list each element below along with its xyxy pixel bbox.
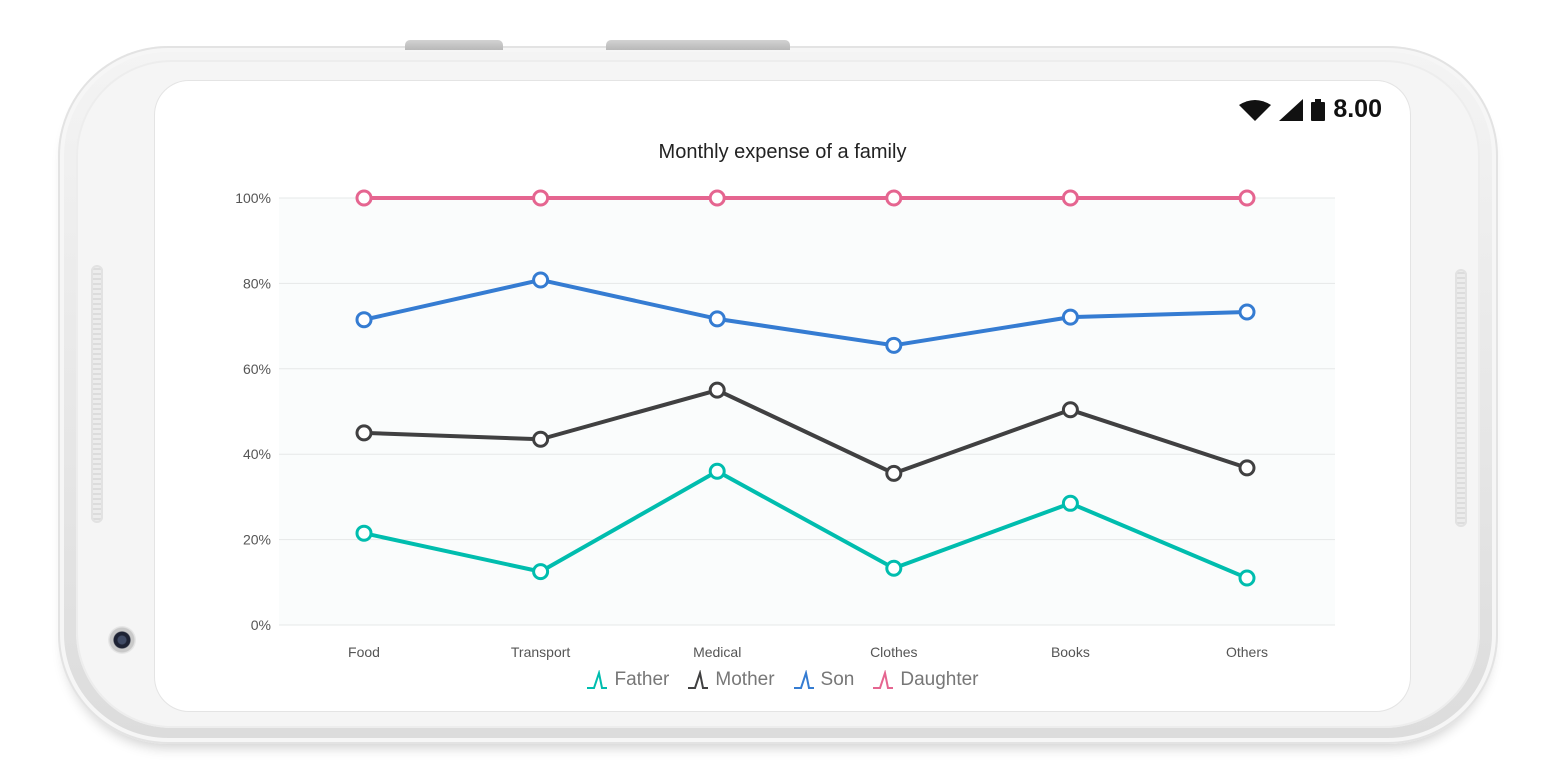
y-tick-label: 60% <box>243 361 271 377</box>
line-series-icon <box>873 670 894 689</box>
data-point-mother <box>1061 401 1079 419</box>
data-point-son <box>532 271 550 289</box>
data-point-daughter <box>1238 189 1256 207</box>
x-tick-label: Transport <box>511 644 571 660</box>
phone-screen: 8.00 Monthly expense of a family 0% 20% 40… <box>155 81 1410 711</box>
y-tick-label: 80% <box>243 275 271 291</box>
legend-label: Son <box>820 669 855 690</box>
x-tick-label: Food <box>348 644 380 660</box>
series-line-father <box>363 469 1248 580</box>
data-point-father <box>1238 569 1256 587</box>
speaker-grille-right <box>1455 269 1467 527</box>
data-point-mother <box>885 464 903 482</box>
series-line-son <box>363 277 1248 348</box>
x-tick-label: Clothes <box>870 644 917 660</box>
data-point-father <box>1061 494 1079 512</box>
data-point-daughter <box>885 189 903 207</box>
data-point-father <box>885 559 903 577</box>
line-series-icon <box>688 670 709 689</box>
wifi-icon <box>1239 99 1272 121</box>
y-tick-label: 40% <box>243 446 271 462</box>
data-point-mother <box>355 424 373 442</box>
data-point-daughter <box>532 189 550 207</box>
x-tick-label: Others <box>1226 644 1268 660</box>
volume-button <box>405 40 503 50</box>
line-chart: 0% 20% 40% 60% 80% 100% Food Transport Medical Cl… <box>235 189 1335 660</box>
data-point-mother <box>1238 459 1256 477</box>
power-button <box>606 40 790 50</box>
legend-item-son[interactable]: Son <box>793 669 855 691</box>
data-point-son <box>1238 303 1256 321</box>
battery-icon <box>1311 98 1326 121</box>
x-tick-label: Books <box>1051 644 1090 660</box>
speaker-grille-left <box>91 265 103 523</box>
data-point-father <box>532 563 550 581</box>
camera-icon <box>108 626 136 654</box>
legend-item-father[interactable]: Father <box>586 669 669 691</box>
legend-label: Father <box>614 669 670 690</box>
y-tick-label: 100% <box>235 190 271 206</box>
data-point-son <box>708 310 726 328</box>
legend-label: Daughter <box>900 669 979 690</box>
line-series-icon <box>793 670 814 689</box>
status-time: 8.00 <box>1333 95 1382 123</box>
data-point-son <box>1061 308 1079 326</box>
legend-label: Mother <box>715 669 775 690</box>
data-point-son <box>355 311 373 329</box>
data-point-father <box>708 462 726 480</box>
data-point-father <box>355 524 373 542</box>
data-point-daughter <box>355 189 373 207</box>
data-point-mother <box>708 381 726 399</box>
y-tick-label: 20% <box>243 532 271 548</box>
chart-title: Monthly expense of a family <box>658 141 907 163</box>
line-series-icon <box>587 670 608 689</box>
y-tick-label: 0% <box>251 617 271 633</box>
data-point-mother <box>532 430 550 448</box>
x-tick-label: Medical <box>693 644 741 660</box>
legend-item-daughter[interactable]: Daughter <box>872 669 979 691</box>
status-bar: 8.00 <box>1239 95 1382 124</box>
legend-item-mother[interactable]: Mother <box>687 669 775 691</box>
chart-legend: Father Mother Son Daughter <box>155 669 1410 691</box>
data-point-daughter <box>708 189 726 207</box>
signal-icon <box>1279 98 1304 121</box>
data-point-daughter <box>1061 189 1079 207</box>
series-line-mother <box>363 388 1248 476</box>
data-point-son <box>885 336 903 354</box>
